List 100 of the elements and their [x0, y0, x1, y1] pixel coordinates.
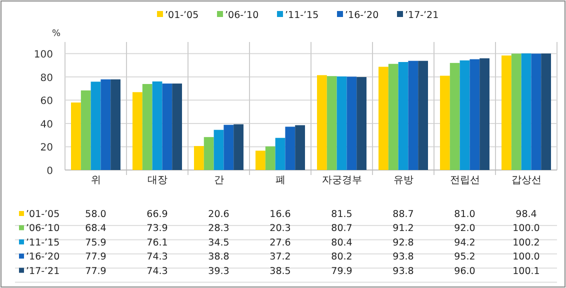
data-label: 92.8 — [392, 237, 414, 248]
data-label: 80.2 — [331, 252, 352, 263]
data-label: 81.0 — [454, 209, 476, 220]
data-label: 66.9 — [146, 209, 168, 220]
data-label: 73.9 — [146, 223, 168, 234]
bar — [480, 58, 490, 170]
bar — [541, 54, 551, 170]
x-tick-label: 간 — [214, 175, 224, 186]
bar — [275, 138, 286, 170]
bar — [172, 84, 182, 170]
data-label: 74.3 — [146, 266, 168, 277]
x-tick-label: 전립선 — [450, 175, 480, 186]
legend-label: ’06-’10 — [225, 10, 259, 21]
data-label: 77.9 — [85, 266, 106, 277]
data-label: 100.2 — [512, 237, 540, 248]
bar — [326, 76, 337, 170]
data-label: 68.4 — [85, 223, 106, 234]
bar — [418, 60, 428, 170]
bar — [80, 90, 91, 170]
bar — [511, 54, 522, 170]
data-label: 77.9 — [85, 252, 106, 263]
bar — [204, 137, 214, 170]
bar — [470, 59, 480, 170]
data-label: 94.2 — [454, 237, 476, 248]
bar — [142, 84, 152, 170]
bar — [256, 150, 266, 170]
bar — [502, 56, 512, 170]
bar — [152, 81, 162, 170]
data-label: 28.3 — [208, 223, 230, 234]
bar — [90, 82, 101, 170]
bar — [521, 53, 532, 170]
x-tick-label: 갑상선 — [511, 175, 542, 186]
bar — [398, 62, 408, 170]
bar — [317, 75, 327, 170]
y-tick-label: 60 — [40, 96, 53, 108]
data-label: 37.2 — [270, 252, 291, 263]
data-label: 80.4 — [331, 237, 352, 248]
x-tick-label: 위 — [90, 175, 101, 186]
legend-label: ’17-’21 — [405, 10, 439, 21]
bar — [214, 130, 224, 170]
bar — [388, 64, 398, 170]
bar — [132, 92, 142, 170]
data-label: 16.6 — [270, 209, 291, 220]
y-tick-label: 20 — [40, 142, 53, 154]
data-label: 58.0 — [85, 209, 106, 220]
bar — [295, 125, 305, 170]
bar — [71, 102, 81, 170]
bar — [234, 124, 244, 170]
bar — [378, 66, 388, 170]
data-label: 93.8 — [392, 266, 414, 277]
legend-label: ’01-’05 — [165, 10, 199, 21]
x-tick-label: 대장 — [147, 175, 168, 186]
bar — [346, 76, 357, 170]
bar — [450, 62, 460, 170]
legend-label: ’16-’20 — [345, 10, 379, 21]
legend-label: ’11-’15 — [285, 10, 319, 21]
data-label: 20.6 — [208, 209, 230, 220]
data-label: 34.5 — [208, 237, 230, 248]
data-label: 27.6 — [270, 237, 291, 248]
data-label: 93.8 — [392, 252, 414, 263]
bar — [100, 79, 111, 170]
bar — [285, 126, 296, 170]
data-label: 39.3 — [208, 266, 230, 277]
x-tick-label: 폐 — [275, 175, 286, 186]
bar — [531, 54, 542, 170]
data-label: 96.0 — [454, 266, 476, 277]
bar — [265, 146, 276, 170]
y-tick-label: 0 — [46, 166, 53, 177]
bar — [162, 84, 172, 170]
data-label: 79.9 — [331, 266, 352, 277]
data-label: 95.2 — [454, 252, 476, 263]
y-tick-label: 40 — [40, 119, 53, 130]
data-label: 91.2 — [392, 223, 414, 234]
data-label: 76.1 — [146, 237, 168, 248]
x-tick-label: 유방 — [393, 175, 414, 186]
data-label: 100.0 — [512, 252, 540, 263]
data-label: 88.7 — [392, 209, 414, 220]
data-label: 75.9 — [85, 237, 106, 248]
data-label: 20.3 — [270, 223, 291, 234]
bar — [336, 76, 347, 170]
y-axis-title: % — [52, 29, 61, 39]
bar — [440, 76, 450, 170]
data-label: 74.3 — [146, 252, 168, 263]
bar — [356, 77, 366, 170]
bar — [194, 146, 204, 170]
y-tick-label: 100 — [34, 50, 53, 61]
x-tick-label: 자궁경부 — [322, 175, 362, 186]
data-label: 100.0 — [512, 223, 540, 234]
data-label: 100.1 — [512, 266, 540, 277]
bar — [224, 124, 234, 170]
data-label: 38.8 — [208, 252, 230, 263]
data-label: 92.0 — [454, 223, 476, 234]
bar — [460, 60, 470, 170]
data-label: 80.7 — [331, 223, 352, 234]
y-tick-label: 80 — [40, 72, 53, 84]
bar — [408, 60, 418, 170]
data-label: 38.5 — [270, 266, 291, 277]
data-label: 81.5 — [331, 209, 352, 220]
bar — [110, 79, 120, 170]
data-label: 98.4 — [516, 209, 537, 220]
